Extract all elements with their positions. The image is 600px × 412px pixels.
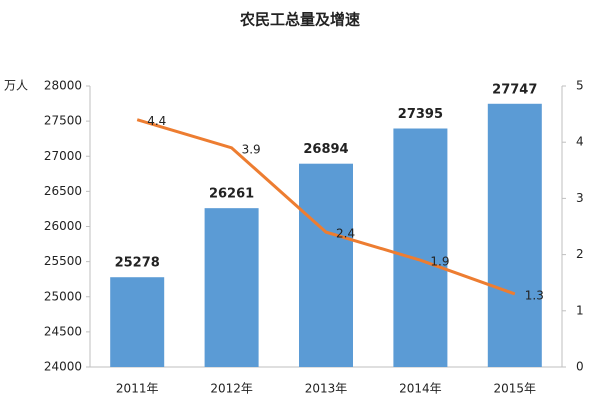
y2-tick-label: 1 [576, 303, 584, 317]
line-value-label: 2.4 [336, 227, 355, 241]
y2-tick-label: 5 [576, 79, 584, 93]
y2-tick-label: 0 [576, 360, 584, 374]
x-tick-label: 2015年 [494, 382, 537, 396]
bar-value-label: 26894 [303, 142, 348, 157]
x-tick-label: 2014年 [399, 382, 442, 396]
y-tick-label: 27500 [44, 114, 82, 128]
line-value-label: 4.4 [147, 114, 166, 128]
bar [110, 277, 165, 367]
bar-value-label: 25278 [115, 256, 160, 271]
y-tick-label: 26500 [44, 184, 82, 198]
y-axis-label: 万人 [4, 79, 28, 93]
line-value-label: 3.9 [242, 142, 261, 156]
x-tick-label: 2012年 [210, 382, 253, 396]
line-value-label: 1.3 [525, 288, 544, 302]
bar [487, 103, 542, 367]
y2-tick-label: 2 [576, 247, 584, 261]
line-value-label: 1.9 [430, 255, 449, 269]
y-tick-label: 27000 [44, 149, 82, 163]
y-tick-label: 25500 [44, 254, 82, 268]
chart-title: 农民工总量及增速 [239, 11, 360, 29]
line [136, 118, 516, 296]
bar [393, 128, 448, 367]
y-tick-label: 25000 [44, 289, 82, 303]
bar [299, 163, 353, 367]
y-tick-label: 28000 [44, 79, 82, 93]
y-tick-label: 24500 [44, 324, 82, 338]
y2-tick-label: 3 [576, 191, 584, 205]
y2-tick-label: 4 [576, 135, 584, 149]
x-tick-label: 2013年 [305, 382, 348, 396]
y-tick-label: 24000 [44, 360, 82, 374]
x-tick-label: 2011年 [116, 382, 159, 396]
bar-value-label: 26261 [209, 187, 254, 202]
bar-value-label: 27395 [398, 107, 443, 122]
bar-value-label: 27747 [492, 82, 537, 97]
bar [204, 208, 259, 367]
y-tick-label: 26000 [44, 219, 82, 233]
